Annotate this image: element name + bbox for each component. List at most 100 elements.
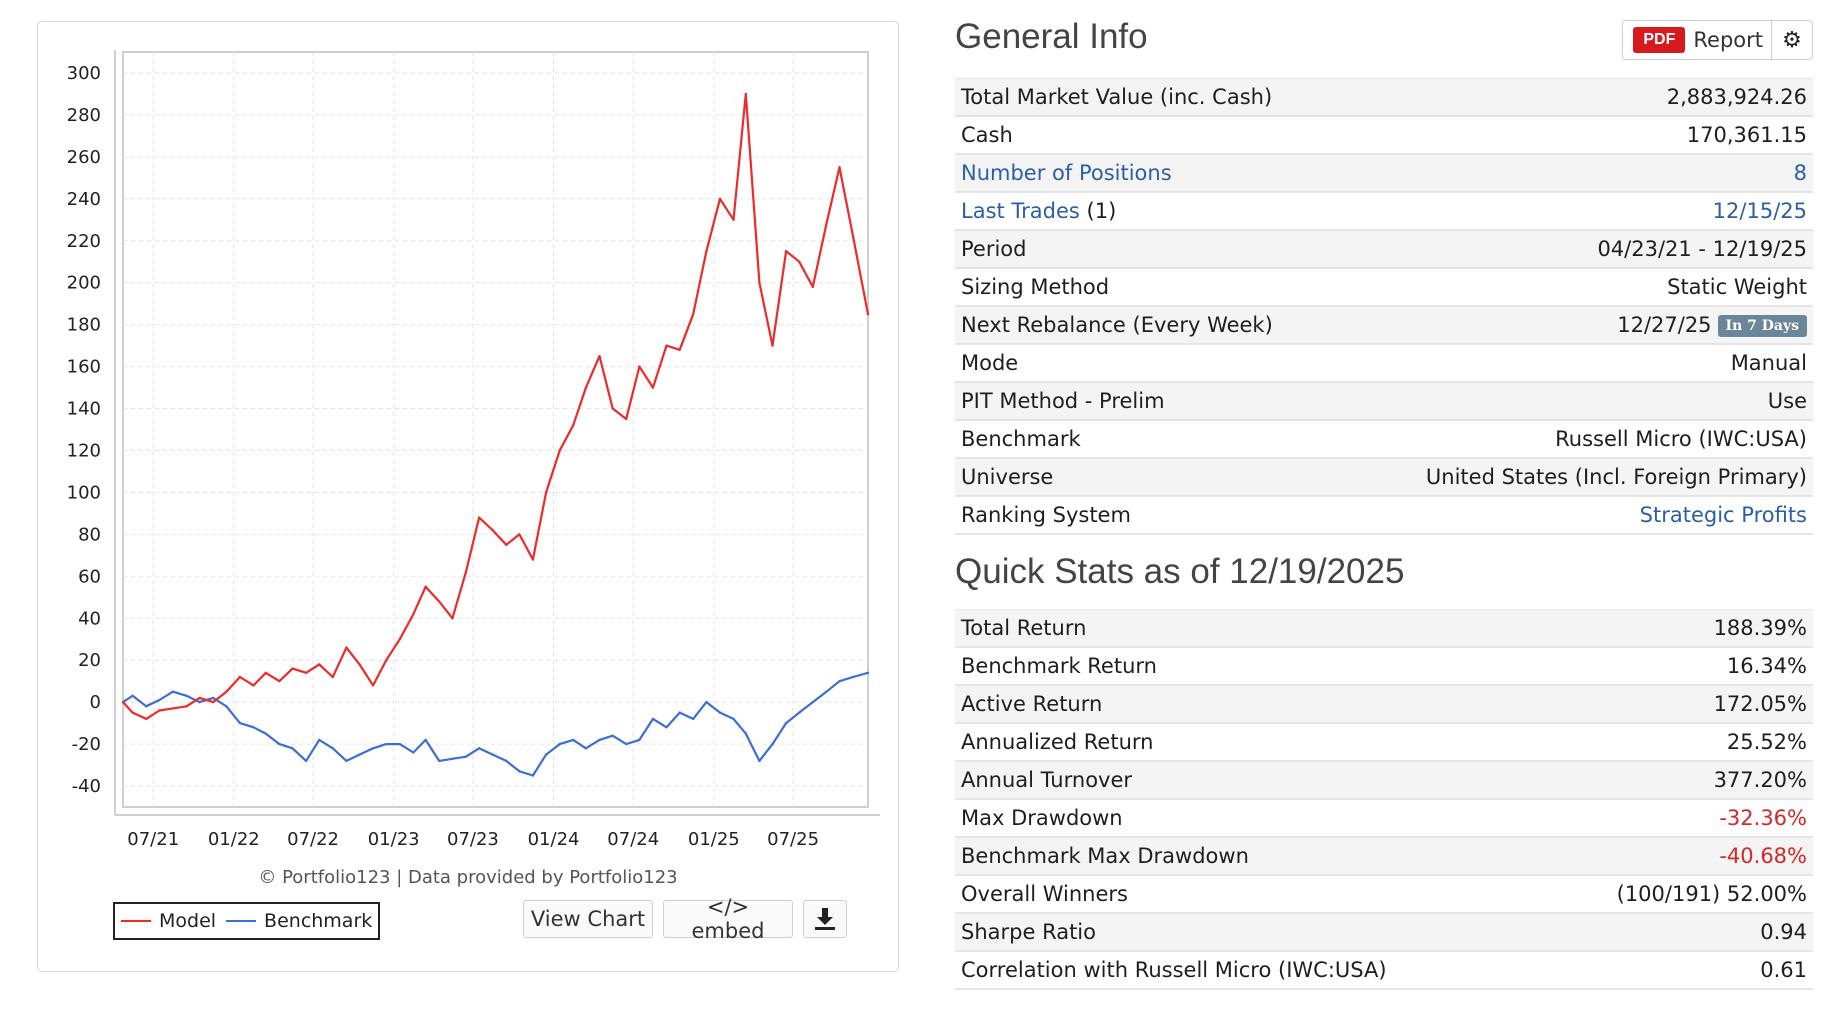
data-point-model <box>584 386 588 389</box>
data-point-benchmark <box>584 747 588 750</box>
last-trades-date-link[interactable]: 12/15/25 <box>1712 199 1807 223</box>
performance-chart: 3002802602402202001801601401201008060402… <box>67 50 880 850</box>
table-row-next-rebalance: Next Rebalance (Every Week) 12/27/25 In 7… <box>955 307 1813 345</box>
last-trades-link[interactable]: Last Trades <box>961 199 1080 223</box>
data-point-benchmark <box>665 726 668 729</box>
row-label: Max Drawdown <box>961 806 1123 830</box>
data-point-model <box>638 365 641 368</box>
settings-button[interactable]: ⚙ <box>1771 21 1812 59</box>
data-point-benchmark <box>385 742 388 746</box>
row-value: 04/23/21 - 12/19/25 <box>1597 237 1807 261</box>
report-button-group: PDF Report ⚙ <box>1622 20 1813 60</box>
ranking-system-link[interactable]: Strategic Profits <box>1639 503 1807 527</box>
data-point-model <box>692 312 695 316</box>
data-point-benchmark <box>651 717 655 721</box>
y-tick-label: 280 <box>67 105 101 126</box>
row-label: Benchmark <box>961 427 1081 451</box>
data-point-benchmark <box>732 717 735 721</box>
data-point-model <box>212 700 215 704</box>
row-value: 16.34% <box>1726 654 1807 678</box>
row-label: PIT Method - Prelim <box>961 389 1165 413</box>
gear-icon: ⚙ <box>1782 27 1802 53</box>
row-value: 0.61 <box>1760 958 1807 982</box>
data-point-benchmark <box>278 742 281 746</box>
data-point-model <box>158 709 161 712</box>
row-value: Static Weight <box>1667 275 1807 299</box>
pdf-report-button[interactable]: PDF Report <box>1623 21 1771 59</box>
data-point-benchmark <box>625 742 628 746</box>
data-point-benchmark <box>264 732 267 735</box>
legend-item-model[interactable]: Model <box>121 910 216 932</box>
row-label: Period <box>961 237 1027 261</box>
data-point-model <box>121 700 125 704</box>
row-label-group: Last Trades (1) <box>961 199 1116 223</box>
positions-link[interactable]: Number of Positions <box>961 161 1172 185</box>
row-label: Ranking System <box>961 503 1131 527</box>
data-point-model <box>838 166 841 169</box>
data-point-model <box>304 671 308 674</box>
table-row-pit-method: PIT Method - Prelim Use <box>955 383 1813 421</box>
data-point-model <box>851 235 855 238</box>
data-point-benchmark <box>598 738 601 742</box>
y-tick-label: 300 <box>67 63 101 84</box>
data-point-benchmark <box>758 759 761 763</box>
legend-label-model: Model <box>159 910 217 932</box>
table-row-annualized-return: Annualized Return 25.52% <box>955 724 1813 762</box>
row-value: 377.20% <box>1713 768 1807 792</box>
download-button[interactable] <box>803 900 847 938</box>
data-point-benchmark <box>238 721 242 725</box>
data-point-model <box>225 690 228 693</box>
data-point-model <box>171 707 175 710</box>
table-row-sizing-method: Sizing Method Static Weight <box>955 269 1813 307</box>
data-point-model <box>264 671 267 674</box>
data-point-benchmark <box>505 759 508 763</box>
data-point-model <box>572 424 575 427</box>
data-point-benchmark <box>838 679 841 683</box>
view-chart-button[interactable]: View Chart <box>523 900 653 938</box>
data-point-model <box>185 705 188 708</box>
data-point-model <box>398 638 402 641</box>
data-point-model <box>758 281 761 284</box>
data-point-model <box>811 285 815 289</box>
table-row-benchmark-max-drawdown: Benchmark Max Drawdown -40.68% <box>955 838 1813 876</box>
quick-stats-title: Quick Stats as of 12/19/2025 <box>955 552 1405 591</box>
data-point-model <box>464 570 468 574</box>
data-point-benchmark <box>424 738 427 742</box>
data-point-model <box>371 684 375 687</box>
general-info-table: Total Market Value (inc. Cash) 2,883,924… <box>955 78 1813 535</box>
data-point-benchmark <box>171 690 175 693</box>
legend-item-benchmark[interactable]: Benchmark <box>226 910 372 932</box>
x-tick-label: 07/24 <box>607 829 659 850</box>
data-point-benchmark <box>252 726 255 729</box>
row-value: (100/191) 52.00% <box>1616 882 1807 906</box>
data-point-benchmark <box>198 700 201 704</box>
data-point-model <box>198 696 201 700</box>
embed-button[interactable]: </> embed <box>663 895 793 943</box>
y-tick-label: 140 <box>67 399 101 420</box>
row-value: Use <box>1767 389 1807 413</box>
data-point-model <box>345 646 348 649</box>
data-point-benchmark <box>638 738 641 742</box>
x-tick-label: 01/24 <box>528 829 580 850</box>
table-row-positions: Number of Positions 8 <box>955 155 1813 193</box>
row-value-negative: -32.36% <box>1719 806 1807 830</box>
y-tick-label: 80 <box>78 524 101 545</box>
data-point-benchmark <box>331 747 334 750</box>
data-point-model <box>424 585 427 588</box>
row-label: Annual Turnover <box>961 768 1133 792</box>
data-point-model <box>318 663 321 666</box>
data-point-benchmark <box>572 738 575 742</box>
row-label: Active Return <box>961 692 1103 716</box>
quick-stats-table: Total Return 188.39% Benchmark Return 16… <box>955 609 1813 990</box>
row-value: Manual <box>1730 351 1807 375</box>
data-point-benchmark <box>705 700 708 704</box>
row-value: 2,883,924.26 <box>1666 85 1807 109</box>
positions-count-link[interactable]: 8 <box>1793 161 1807 185</box>
data-point-benchmark <box>611 734 614 737</box>
table-row-cash: Cash 170,361.15 <box>955 117 1813 155</box>
row-value: 12/27/25 <box>1617 313 1712 337</box>
x-tick-label: 07/23 <box>447 829 499 850</box>
chart-legend: Model Benchmark <box>113 902 381 940</box>
table-row-overall-winners: Overall Winners (100/191) 52.00% <box>955 876 1813 914</box>
data-point-benchmark <box>304 759 308 763</box>
